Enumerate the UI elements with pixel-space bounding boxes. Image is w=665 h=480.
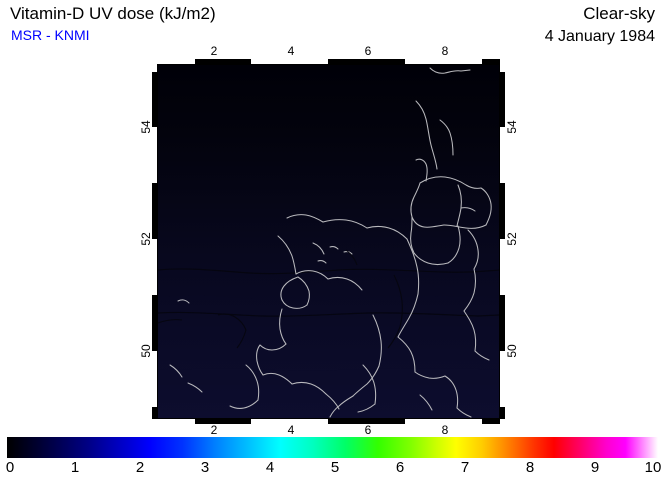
x-axis-tick-bottom-2: 2: [210, 423, 218, 437]
y-axis-tick-right-52: 52: [505, 232, 519, 246]
uv-contour-bands: [158, 295, 499, 385]
colorbar-tick-4: 4: [265, 459, 275, 476]
axis-frame-bottom: [157, 419, 500, 424]
date-label: 4 January 1984: [544, 28, 655, 45]
colorbar-tick-2: 2: [135, 459, 145, 476]
colorbar-tick-3: 3: [200, 459, 210, 476]
data-source-label: MSR - KNMI: [11, 27, 90, 43]
uv-dose-raster: [158, 65, 499, 418]
colorbar-tick-5: 5: [330, 459, 340, 476]
colorbar-tick-6: 6: [395, 459, 405, 476]
x-axis-tick-bottom-4: 4: [287, 423, 295, 437]
colorbar-tick-1: 1: [70, 459, 80, 476]
uv-contour-lines: [158, 268, 499, 317]
colorbar-tick-10: 10: [644, 459, 662, 476]
x-axis-tick-top-6: 6: [364, 44, 372, 58]
page-title: Vitamin-D UV dose (kJ/m2): [10, 4, 216, 23]
colorbar-tick-8: 8: [525, 459, 535, 476]
colorbar-tick-7: 7: [460, 459, 470, 476]
colorbar: [7, 437, 658, 458]
sky-condition-label: Clear-sky: [583, 4, 655, 23]
x-axis-tick-bottom-6: 6: [364, 423, 372, 437]
x-axis-tick-top-2: 2: [210, 44, 218, 58]
y-axis-tick-right-50: 50: [505, 344, 519, 358]
colorbar-tick-0: 0: [5, 459, 15, 476]
colorbar-gradient: [7, 437, 658, 458]
y-axis-tick-left-52: 52: [139, 232, 153, 246]
x-axis-tick-top-8: 8: [441, 44, 449, 58]
map-raster-svg: [158, 65, 499, 418]
colorbar-tick-9: 9: [590, 459, 600, 476]
x-axis-tick-top-4: 4: [287, 44, 295, 58]
axis-frame-top: [157, 59, 500, 64]
uv-dose-map: [157, 64, 500, 419]
x-axis-tick-bottom-8: 8: [441, 423, 449, 437]
coastline-layer: [169, 67, 492, 418]
y-axis-tick-left-50: 50: [139, 344, 153, 358]
axis-frame-right: [500, 64, 505, 419]
axis-frame-left: [152, 64, 157, 419]
political-border-layer: [158, 249, 403, 349]
y-axis-tick-left-54: 54: [139, 120, 153, 134]
y-axis-tick-right-54: 54: [505, 120, 519, 134]
